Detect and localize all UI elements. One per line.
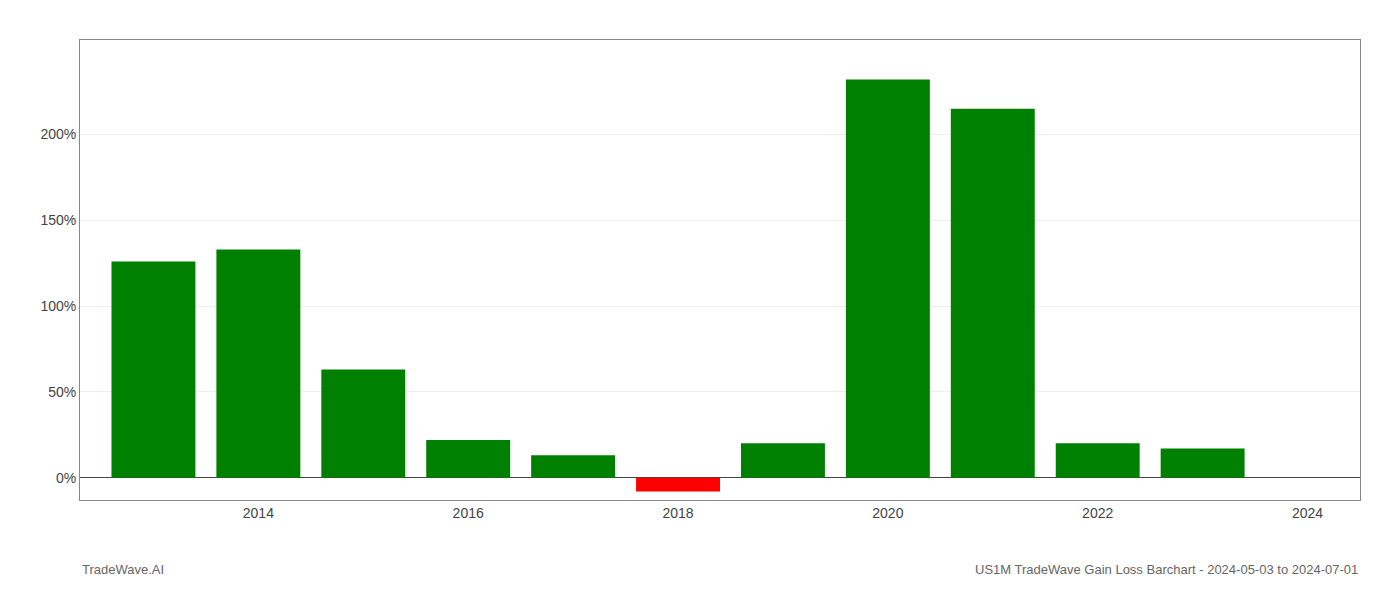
svg-text:0%: 0% [56,470,76,486]
svg-text:150%: 150% [40,212,76,228]
svg-text:2024: 2024 [1292,505,1323,521]
svg-text:TradeWave.AI: TradeWave.AI [82,562,164,577]
svg-text:2020: 2020 [872,505,903,521]
svg-text:100%: 100% [40,298,76,314]
svg-text:2016: 2016 [453,505,484,521]
svg-text:US1M TradeWave Gain Loss Barch: US1M TradeWave Gain Loss Barchart - 2024… [975,562,1358,577]
svg-text:200%: 200% [40,126,76,142]
svg-text:2022: 2022 [1082,505,1113,521]
svg-text:50%: 50% [48,384,76,400]
svg-text:2014: 2014 [243,505,274,521]
svg-text:2018: 2018 [662,505,693,521]
